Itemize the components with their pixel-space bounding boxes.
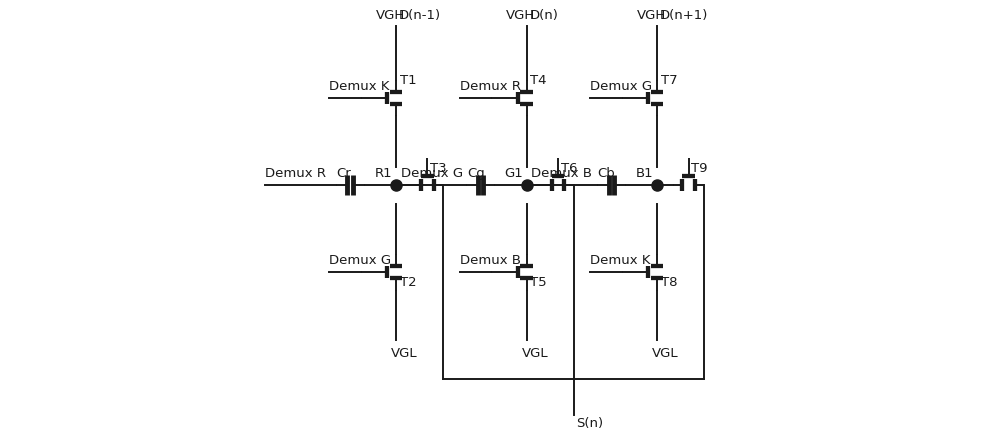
Text: T2: T2 — [400, 276, 417, 289]
Text: T9: T9 — [691, 162, 708, 176]
Text: Demux B: Demux B — [531, 167, 592, 180]
Text: Demux R: Demux R — [265, 167, 326, 180]
Text: D(n+1): D(n+1) — [660, 9, 708, 22]
Text: VGH: VGH — [506, 9, 536, 22]
Text: Demux K: Demux K — [329, 80, 390, 93]
Text: T4: T4 — [530, 74, 547, 88]
Text: T3: T3 — [430, 162, 447, 176]
Text: Cb: Cb — [598, 167, 615, 180]
Text: T7: T7 — [661, 74, 678, 88]
Text: Demux G: Demux G — [329, 254, 391, 267]
Text: S(n): S(n) — [576, 417, 603, 430]
Text: T6: T6 — [561, 162, 577, 176]
Text: T8: T8 — [661, 276, 678, 289]
Text: Cg: Cg — [467, 167, 485, 180]
Text: Demux R: Demux R — [460, 80, 521, 93]
Text: B1: B1 — [636, 167, 654, 180]
Text: Demux G: Demux G — [401, 167, 463, 180]
Text: T1: T1 — [400, 74, 417, 88]
Text: Demux K: Demux K — [590, 254, 651, 267]
Text: G1: G1 — [504, 167, 523, 180]
Text: D(n): D(n) — [529, 9, 558, 22]
Text: Demux G: Demux G — [590, 80, 653, 93]
Text: VGL: VGL — [522, 347, 548, 360]
Text: VGL: VGL — [652, 347, 679, 360]
Text: Cr: Cr — [337, 167, 351, 180]
Text: R1: R1 — [375, 167, 393, 180]
Text: VGH: VGH — [637, 9, 666, 22]
Text: VGL: VGL — [391, 347, 418, 360]
Text: Demux B: Demux B — [460, 254, 521, 267]
Text: VGH: VGH — [376, 9, 405, 22]
Text: T5: T5 — [530, 276, 547, 289]
Text: D(n-1): D(n-1) — [399, 9, 441, 22]
